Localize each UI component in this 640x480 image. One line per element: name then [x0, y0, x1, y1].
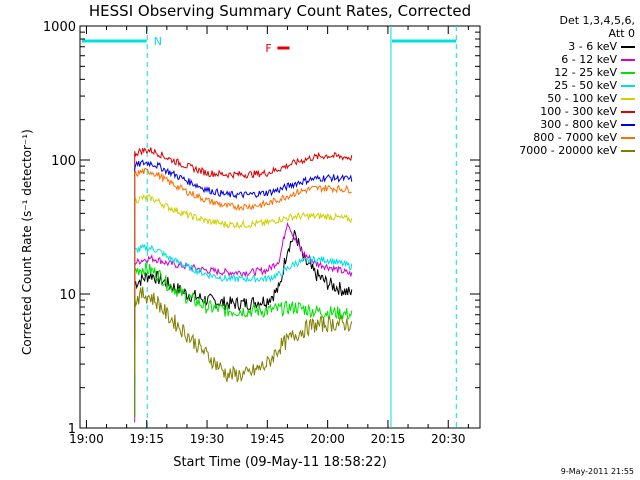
- legend-swatch: [621, 97, 635, 100]
- x-tick-label: 19:00: [69, 432, 104, 446]
- legend-label: 50 - 100 keV: [547, 92, 617, 105]
- series-line-300-800keV: [134, 159, 353, 341]
- legend-swatch: [621, 123, 635, 126]
- x-tick-label: 20:30: [431, 432, 466, 446]
- legend-label: 3 - 6 keV: [568, 40, 617, 53]
- series-line-100-300keV: [134, 147, 353, 328]
- legend-item: 800 - 7000 keV: [485, 131, 635, 144]
- plot-frame: [79, 25, 481, 429]
- legend-header-2: Att 0: [608, 27, 635, 40]
- x-tick-label: 20:15: [371, 432, 406, 446]
- legend-item: 12 - 25 keV: [485, 66, 635, 79]
- x-tick-label: 20:00: [310, 432, 345, 446]
- legend: Det 1,3,4,5,6, Att 0 3 - 6 keV 6 - 12 keV…: [485, 14, 635, 157]
- flare-flag-label: F: [265, 42, 271, 55]
- legend-item: 7000 - 20000 keV: [485, 144, 635, 157]
- legend-item: 50 - 100 keV: [485, 92, 635, 105]
- y-axis-label: Corrected Count Rate (s⁻¹ detector⁻¹): [20, 129, 34, 355]
- legend-label: 100 - 300 keV: [540, 105, 617, 118]
- legend-swatch: [621, 45, 635, 48]
- legend-item: 300 - 800 keV: [485, 118, 635, 131]
- night-flag-label: N: [154, 35, 162, 48]
- legend-label: 12 - 25 keV: [554, 66, 617, 79]
- y-tick-label: 1000: [43, 20, 76, 35]
- legend-item: 100 - 300 keV: [485, 105, 635, 118]
- legend-swatch: [621, 136, 635, 139]
- legend-label: 25 - 50 keV: [554, 79, 617, 92]
- x-tick-label: 19:30: [190, 432, 225, 446]
- legend-item: 6 - 12 keV: [485, 53, 635, 66]
- legend-swatch: [621, 110, 635, 113]
- legend-label: 7000 - 20000 keV: [519, 144, 617, 157]
- legend-swatch: [621, 84, 635, 87]
- legend-swatch: [621, 149, 635, 152]
- legend-item: 3 - 6 keV: [485, 40, 635, 53]
- legend-swatch: [621, 58, 635, 61]
- y-tick-label: 100: [51, 154, 76, 169]
- x-tick-label: 19:15: [129, 432, 164, 446]
- series-line-7000-20000keV: [134, 286, 353, 418]
- series-line-6-12keV: [134, 221, 353, 423]
- chart-title: HESSI Observing Summary Count Rates, Cor…: [88, 2, 472, 20]
- legend-label: 300 - 800 keV: [540, 118, 617, 131]
- series-line-3-6keV: [134, 230, 353, 388]
- y-tick-label: 10: [59, 288, 76, 303]
- legend-item: 25 - 50 keV: [485, 79, 635, 92]
- y-tick-label: 1: [68, 422, 76, 437]
- x-axis-label: Start Time (09-May-11 18:58:22): [173, 455, 387, 470]
- series-line-50-100keV: [134, 194, 353, 375]
- series-line-800-7000keV: [134, 167, 352, 349]
- series-line-25-50keV: [134, 243, 353, 418]
- legend-label: 800 - 7000 keV: [533, 131, 617, 144]
- footer-timestamp: 9-May-2011 21:55: [560, 467, 634, 476]
- legend-swatch: [621, 71, 635, 74]
- series-line-12-25keV: [134, 262, 353, 418]
- legend-header-1: Det 1,3,4,5,6,: [559, 14, 635, 27]
- legend-label: 6 - 12 keV: [561, 53, 617, 66]
- x-tick-label: 19:45: [250, 432, 285, 446]
